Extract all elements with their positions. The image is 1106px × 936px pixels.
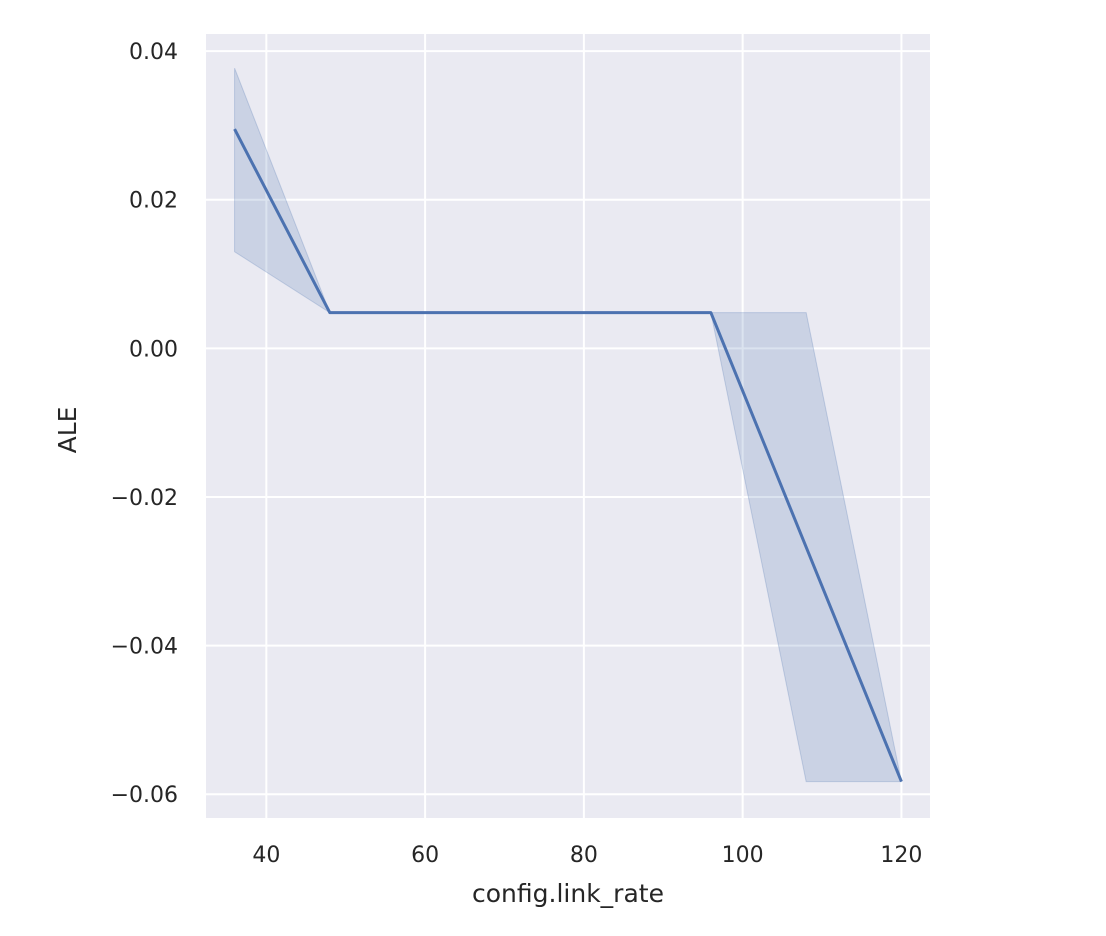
x-tick-label: 60 [411,843,439,868]
y-tick-label: −0.04 [111,635,178,660]
y-tick-label: 0.04 [129,40,178,65]
y-axis-label: ALE [53,407,82,454]
y-tick-label: −0.02 [111,486,178,511]
y-tick-label: 0.02 [129,189,178,214]
y-tick-label: 0.00 [129,337,178,362]
x-tick-labels: 40 60 80 100 120 [252,843,922,868]
x-tick-label: 100 [722,843,764,868]
y-tick-labels: 0.04 0.02 0.00 −0.02 −0.04 −0.06 [111,40,178,808]
grid-lines [206,34,930,818]
x-tick-label: 40 [252,843,280,868]
y-tick-label: −0.06 [111,783,178,808]
series-line-group [233,128,903,783]
plot-area [206,34,930,818]
x-tick-label: 120 [880,843,922,868]
series-line [233,128,903,783]
x-axis-label: config.link_rate [472,879,664,908]
x-tick-label: 80 [570,843,598,868]
